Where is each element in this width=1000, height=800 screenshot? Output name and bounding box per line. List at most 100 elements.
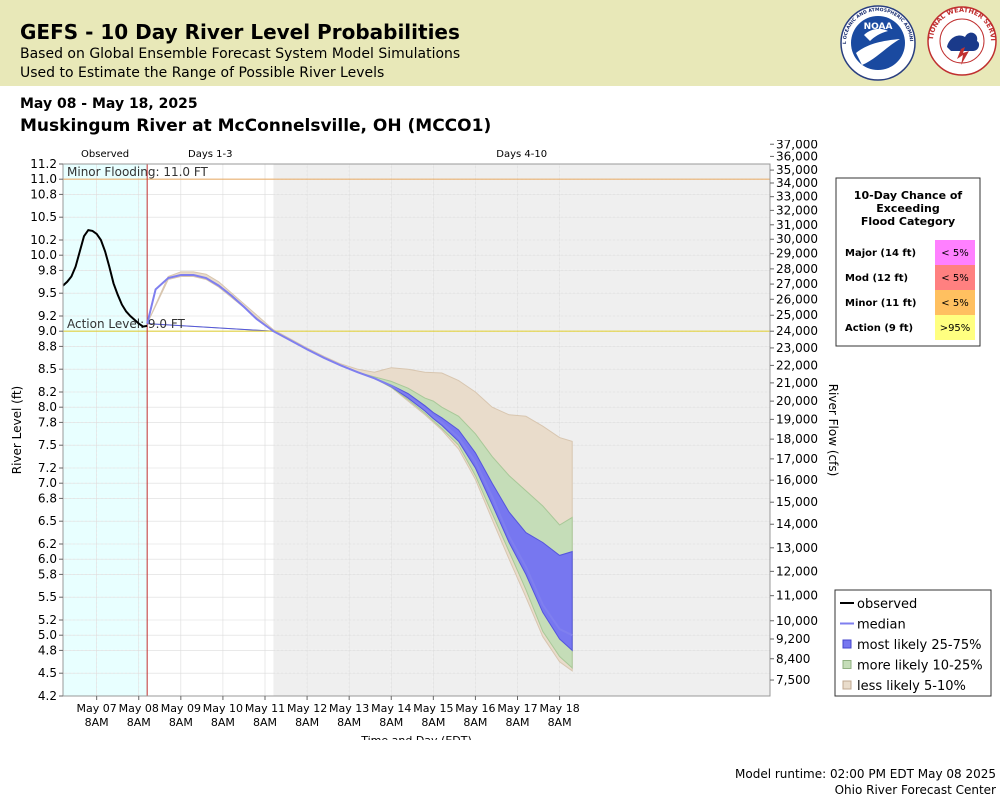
y2-tick-label: 26,000 bbox=[776, 292, 818, 306]
flood-table-value: < 5% bbox=[941, 248, 968, 259]
y2-tick-label: 9,200 bbox=[776, 632, 810, 646]
y2-tick-label: 20,000 bbox=[776, 394, 818, 408]
x-tick-time: 8AM bbox=[548, 716, 572, 729]
y-tick-label: 10.5 bbox=[30, 210, 57, 224]
x-tick-date: May 16 bbox=[455, 702, 495, 715]
y-tick-label: 6.2 bbox=[38, 537, 57, 551]
y-tick-label: 10.2 bbox=[30, 233, 57, 247]
x-tick-date: May 15 bbox=[413, 702, 453, 715]
y2-tick-label: 32,000 bbox=[776, 203, 818, 217]
nws-logo: NATIONAL WEATHER SERVICE bbox=[927, 3, 997, 76]
flood-table-label: Mod (12 ft) bbox=[845, 273, 908, 284]
subtitle-2: Used to Estimate the Range of Possible R… bbox=[20, 65, 385, 81]
y-tick-label: 5.0 bbox=[38, 628, 57, 642]
x-tick-time: 8AM bbox=[421, 716, 445, 729]
y2-tick-label: 29,000 bbox=[776, 247, 818, 261]
y-tick-label: 8.0 bbox=[38, 400, 57, 414]
y2-tick-label: 34,000 bbox=[776, 176, 818, 190]
x-tick-date: May 07 bbox=[77, 702, 117, 715]
x-tick-date: May 14 bbox=[371, 702, 411, 715]
y2-tick-label: 18,000 bbox=[776, 432, 818, 446]
y-tick-label: 6.8 bbox=[38, 491, 57, 505]
y-tick-label: 11.2 bbox=[30, 157, 57, 171]
flood-table-label: Action (9 ft) bbox=[845, 323, 913, 334]
x-tick-time: 8AM bbox=[169, 716, 193, 729]
period-label: Days 1-3 bbox=[188, 149, 232, 160]
y-tick-label: 8.8 bbox=[38, 339, 57, 353]
x-tick-time: 8AM bbox=[85, 716, 109, 729]
y-tick-label: 5.8 bbox=[38, 567, 57, 581]
y-tick-label: 5.2 bbox=[38, 613, 57, 627]
flood-table-label: Major (14 ft) bbox=[845, 248, 916, 259]
legend-label-band_5_10: less likely 5-10% bbox=[857, 679, 966, 694]
y2-tick-label: 12,000 bbox=[776, 564, 818, 578]
y2-tick-label: 31,000 bbox=[776, 218, 818, 232]
x-tick-date: May 09 bbox=[161, 702, 201, 715]
x-tick-time: 8AM bbox=[295, 716, 319, 729]
y-tick-label: 4.2 bbox=[38, 689, 57, 703]
threshold-label: Minor Flooding: 11.0 FT bbox=[67, 165, 209, 179]
median-line bbox=[146, 274, 573, 637]
plot-border bbox=[62, 163, 771, 697]
header-banner: GEFS - 10 Day River Level Probabilities … bbox=[0, 0, 1000, 86]
x-tick-date: May 13 bbox=[329, 702, 369, 715]
y2-tick-label: 25,000 bbox=[776, 308, 818, 322]
y2-tick-label: 11,000 bbox=[776, 589, 818, 603]
flood-table-label: Minor (11 ft) bbox=[845, 298, 916, 309]
x-tick-time: 8AM bbox=[505, 716, 529, 729]
observed-line bbox=[62, 228, 148, 328]
x-tick-date: May 11 bbox=[245, 702, 285, 715]
x-tick-time: 8AM bbox=[253, 716, 277, 729]
y2-tick-label: 15,000 bbox=[776, 495, 818, 509]
y2-tick-label: 37,000 bbox=[776, 140, 818, 151]
y2-tick-label: 28,000 bbox=[776, 262, 818, 276]
x-tick-date: May 17 bbox=[497, 702, 537, 715]
model-runtime: Model runtime: 02:00 PM EDT May 08 2025 bbox=[735, 767, 996, 781]
y-tick-label: 7.8 bbox=[38, 415, 57, 429]
x-axis-title: Time and Day (EDT) bbox=[360, 734, 472, 740]
y2-tick-label: 14,000 bbox=[776, 517, 818, 531]
y-tick-label: 8.2 bbox=[38, 385, 57, 399]
legend-swatch-band_25_75 bbox=[842, 639, 852, 649]
x-tick-date: May 08 bbox=[119, 702, 159, 715]
forecast-center: Ohio River Forecast Center bbox=[834, 783, 996, 797]
y2-tick-label: 13,000 bbox=[776, 541, 818, 555]
y-axis-title: River Level (ft) bbox=[10, 386, 24, 474]
y-tick-label: 6.0 bbox=[38, 552, 57, 566]
x-tick-time: 8AM bbox=[337, 716, 361, 729]
x-tick-date: May 18 bbox=[539, 702, 579, 715]
y-tick-label: 4.5 bbox=[38, 666, 57, 680]
page-title: GEFS - 10 Day River Level Probabilities bbox=[20, 20, 460, 44]
y2-tick-label: 24,000 bbox=[776, 324, 818, 338]
y-tick-label: 7.2 bbox=[38, 461, 57, 475]
y-tick-label: 9.5 bbox=[38, 286, 57, 300]
legend-swatch-band_5_10 bbox=[842, 680, 852, 690]
y2-tick-label: 33,000 bbox=[776, 190, 818, 204]
flood-table-value: >95% bbox=[940, 323, 971, 334]
flood-table-title: Exceeding bbox=[876, 202, 939, 215]
x-tick-time: 8AM bbox=[463, 716, 487, 729]
date-range: May 08 - May 18, 2025 bbox=[20, 96, 198, 112]
y2-tick-label: 16,000 bbox=[776, 473, 818, 487]
flood-table-value: < 5% bbox=[941, 273, 968, 284]
y2-tick-label: 17,000 bbox=[776, 452, 818, 466]
flood-table-swatch bbox=[935, 315, 975, 340]
flood-table-swatch bbox=[935, 265, 975, 290]
y-tick-label: 4.8 bbox=[38, 643, 57, 657]
y2-tick-label: 30,000 bbox=[776, 232, 818, 246]
y2-tick-label: 36,000 bbox=[776, 149, 818, 163]
y-tick-label: 5.5 bbox=[38, 590, 57, 604]
y2-tick-label: 10,000 bbox=[776, 614, 818, 628]
x-tick-time: 8AM bbox=[379, 716, 403, 729]
flood-table-title: Flood Category bbox=[861, 215, 955, 228]
y-tick-label: 9.0 bbox=[38, 324, 57, 338]
x-tick-date: May 12 bbox=[287, 702, 327, 715]
y-tick-label: 9.2 bbox=[38, 309, 57, 323]
y2-tick-label: 8,400 bbox=[776, 652, 810, 666]
station-name: Muskingum River at McConnelsville, OH (M… bbox=[20, 116, 492, 136]
legend-label-median: median bbox=[857, 618, 906, 633]
flood-table-value: < 5% bbox=[941, 298, 968, 309]
legend-label-observed: observed bbox=[857, 597, 917, 612]
y2-tick-label: 21,000 bbox=[776, 376, 818, 390]
y2-tick-label: 27,000 bbox=[776, 277, 818, 291]
